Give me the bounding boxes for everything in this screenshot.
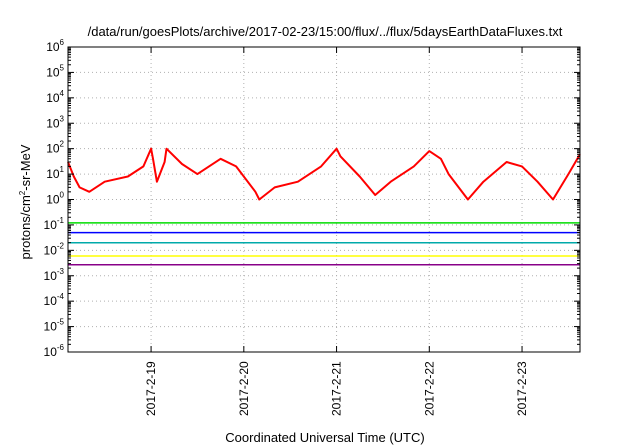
y-tick-labels: 106 105 104 103 102 101 100 10-1 10-2 10-3 10-4 10-… (44, 38, 65, 359)
y-tick-label: 10-4 (44, 292, 65, 308)
x-tick-label: 2017-2-23 (515, 361, 529, 416)
y-tick-label: 106 (46, 38, 64, 54)
y-tick-label: 10-6 (44, 343, 65, 359)
x-tick-label: 2017-2-20 (237, 361, 251, 416)
chart-title: /data/run/goesPlots/archive/2017-02-23/1… (88, 24, 563, 39)
series-layer (67, 147, 581, 266)
x-axis-label: Coordinated Universal Time (UTC) (225, 430, 424, 445)
axis-ticks (68, 46, 580, 353)
y-tick-label: 104 (46, 89, 64, 105)
y-tick-label: 10-1 (44, 216, 65, 232)
y-tick-label: 10-5 (44, 318, 65, 334)
grid-lines (68, 47, 580, 352)
x-tick-label: 2017-2-22 (422, 361, 436, 416)
y-tick-label: 100 (46, 191, 64, 207)
x-tick-labels: 2017-2-19 2017-2-20 2017-2-21 2017-2-22 2017… (144, 361, 529, 416)
y-tick-label: 101 (46, 165, 64, 181)
y-tick-label: 10-2 (44, 241, 65, 257)
x-tick-label: 2017-2-19 (144, 361, 158, 416)
series-line (67, 147, 581, 201)
y-axis-label: protons/cm2-sr-MeV (18, 144, 33, 259)
y-tick-label: 103 (46, 114, 64, 130)
y-tick-label: 105 (46, 63, 64, 79)
y-tick-label: 102 (46, 140, 64, 156)
y-tick-label: 10-3 (44, 267, 65, 283)
x-tick-label: 2017-2-21 (330, 361, 344, 416)
